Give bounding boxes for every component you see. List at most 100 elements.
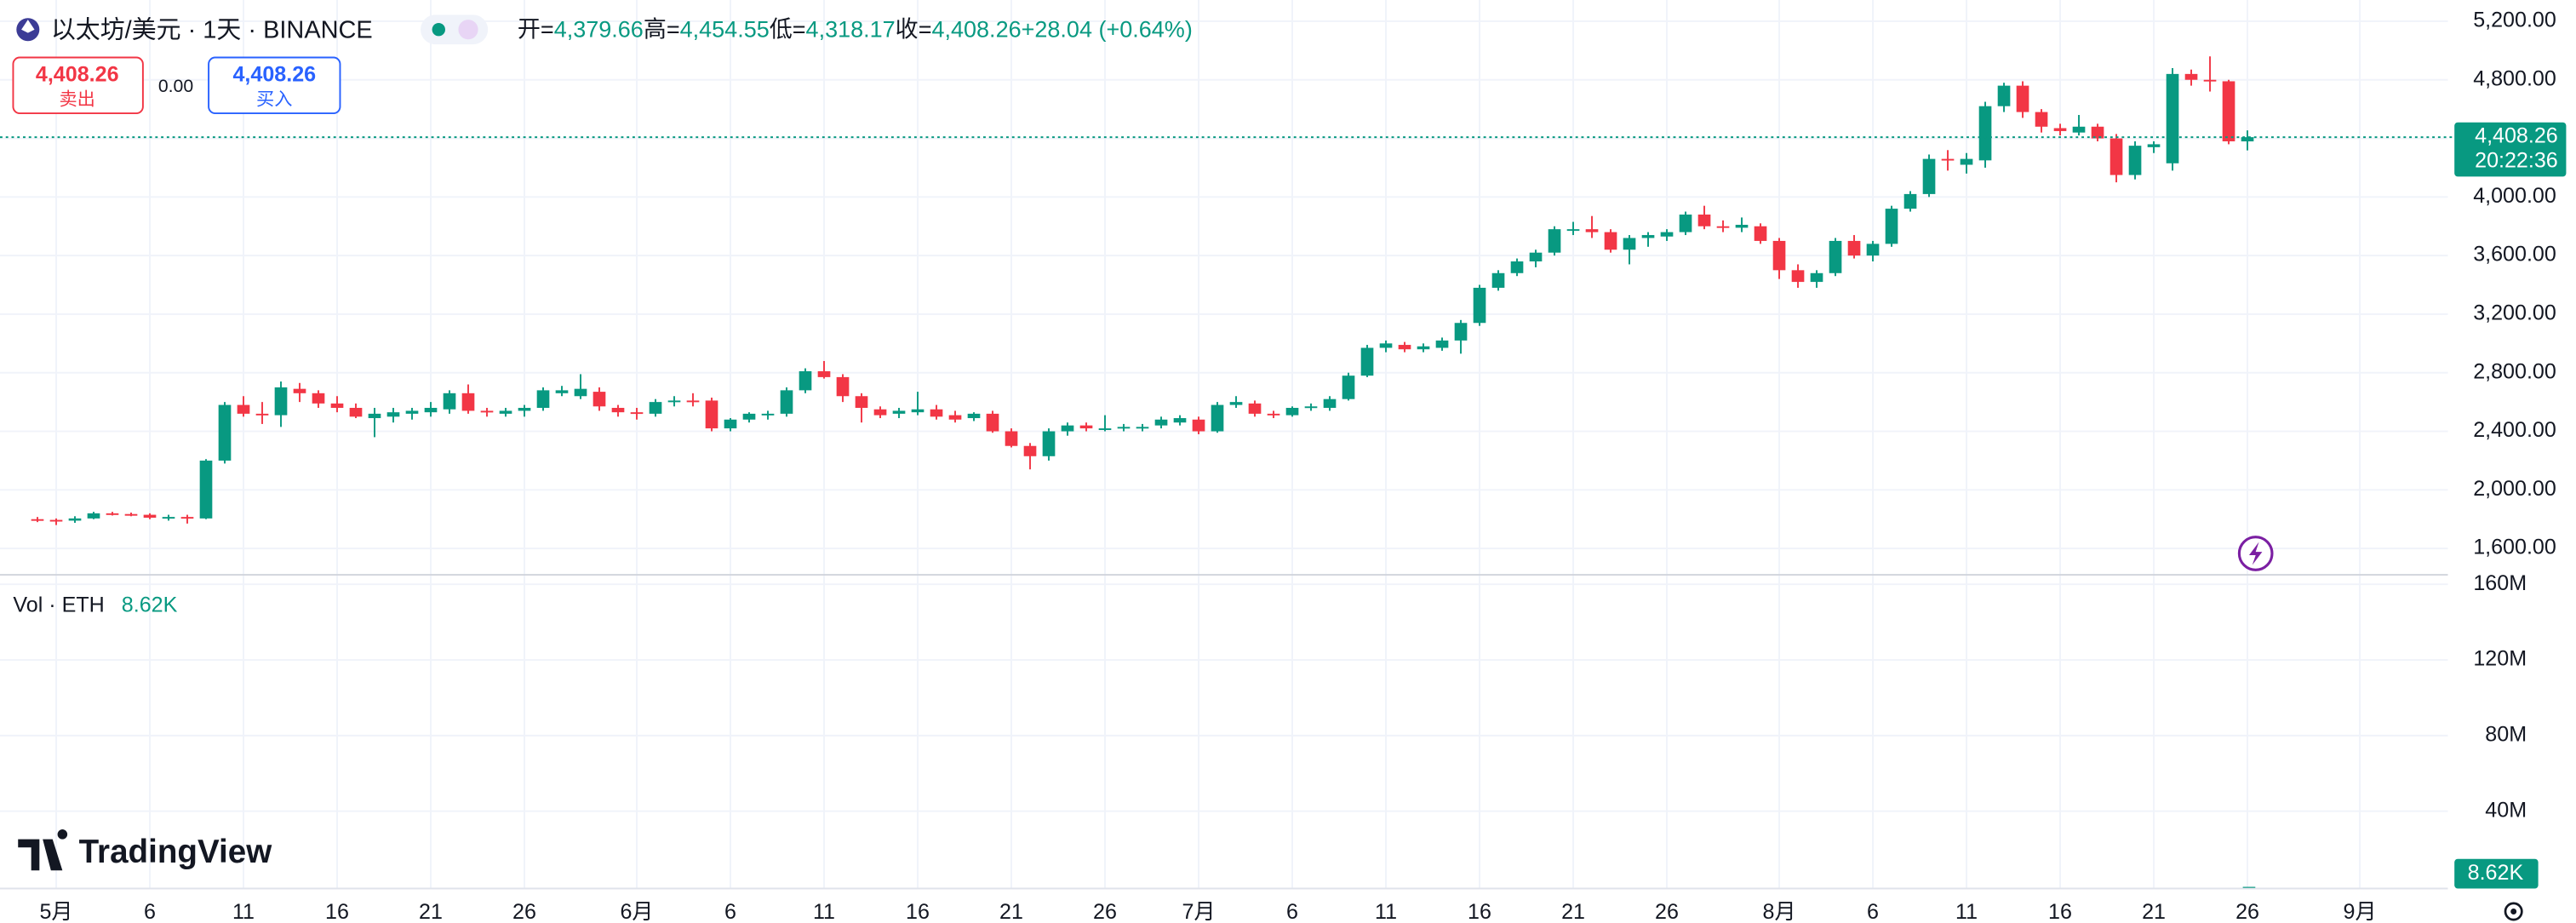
buy-button[interactable] (208, 56, 341, 115)
status-dot (432, 23, 445, 37)
candle-body (2184, 73, 2198, 80)
ohlc-value: 4,454.55 (680, 17, 770, 43)
x-tick-label: 7月 (1182, 900, 1215, 923)
candle-body (836, 376, 850, 397)
candle-body (218, 404, 232, 461)
candle-body (255, 413, 269, 416)
candle-body (1623, 238, 1636, 250)
candle-body (911, 409, 924, 413)
candle-body (1173, 418, 1187, 423)
settings-icon[interactable] (2504, 902, 2523, 921)
candle-body (180, 517, 194, 519)
y-tick-label: 1,600.00 (2473, 536, 2556, 559)
candle-body (2241, 137, 2254, 142)
spread: 0.00 (158, 77, 193, 96)
candle-body (1941, 158, 1955, 161)
brand-name: TradingView (79, 834, 273, 870)
candle-body (2222, 81, 2235, 141)
ohlc-legend: 开=4,379.66高=4,454.55低=4,318.17收=4,408.26… (518, 17, 1193, 43)
candle-body (68, 518, 82, 521)
candle-body (967, 413, 981, 419)
sell-label: 卖出 (59, 89, 94, 109)
candle-body (1304, 406, 1318, 409)
y-tick-label: 120M (2473, 647, 2527, 671)
ohlc-value: 4,408.26 (931, 17, 1021, 43)
x-tick-label: 26 (1093, 900, 1117, 923)
candle-body (817, 371, 831, 377)
candle-body (555, 390, 569, 393)
candle-body (855, 396, 868, 409)
candle-body (1042, 431, 1056, 456)
candle-body (1360, 347, 1374, 376)
candle-body (780, 390, 793, 414)
candle-body (1566, 229, 1580, 232)
sell-button[interactable] (12, 56, 144, 115)
y-tick-label: 4,000.00 (2473, 184, 2556, 208)
candle-body (742, 413, 756, 420)
candle-body (1098, 428, 1112, 431)
candle-body (386, 412, 400, 417)
x-tick-label: 16 (906, 900, 930, 923)
candle-body (31, 519, 44, 521)
buy-label: 买入 (256, 89, 292, 109)
candle-body (1323, 398, 1337, 409)
candle-body (686, 400, 700, 403)
x-tick-label: 6月 (620, 900, 653, 923)
y-tick-label: 3,600.00 (2473, 243, 2556, 267)
candle-body (630, 412, 644, 415)
x-tick-label: 21 (2142, 900, 2166, 923)
candle-body (124, 513, 138, 516)
x-tick-label: 6 (144, 900, 156, 923)
candle-body (1473, 287, 1486, 324)
candle-body (1398, 345, 1411, 350)
symbol-icon-glyph (21, 20, 35, 33)
candle-body (2128, 146, 2142, 175)
brand-logo (18, 829, 68, 871)
candle-body (761, 413, 775, 416)
candle-body (1585, 229, 1599, 232)
candle-body (1679, 214, 1692, 232)
candle-body (480, 410, 494, 413)
x-tick-label: 16 (325, 900, 349, 923)
candle-body (892, 410, 906, 414)
candle-body (986, 413, 999, 432)
candle-body (724, 419, 737, 429)
candle-body (1829, 240, 1842, 273)
countdown: 20:22:36 (2475, 149, 2558, 173)
candle-body (1716, 226, 1730, 228)
candle-body (237, 404, 250, 414)
candle-body (1960, 158, 1973, 165)
candle-body (2072, 126, 2086, 133)
candle-body (1548, 229, 1561, 253)
alert-icon-glyph (2248, 542, 2263, 565)
candle-body (2203, 79, 2217, 82)
candle-body (1660, 232, 1674, 237)
candle-body (705, 400, 718, 429)
ohlc-key: 开= (518, 17, 554, 43)
candle-body (293, 388, 306, 393)
candle-body (1285, 408, 1299, 416)
candle-body (1697, 214, 1711, 226)
candle-body (87, 513, 100, 519)
status-icon (458, 20, 478, 40)
candle-body (873, 409, 887, 416)
candle-body (1061, 425, 1074, 432)
x-tick-label: 21 (999, 900, 1023, 923)
ohlc-key: 高= (644, 17, 680, 43)
y-tick-label: 40M (2485, 798, 2527, 822)
candle-body (2166, 73, 2179, 163)
candle-body (1810, 272, 1823, 283)
volume-title: Vol · ETH (13, 593, 104, 616)
candle-body (667, 400, 681, 403)
candle-body (49, 519, 63, 522)
candle-body (1847, 240, 1861, 256)
candle-body (1023, 445, 1037, 456)
candle-body (1267, 413, 1280, 416)
candle-body (2053, 128, 2067, 131)
candle-body (274, 387, 288, 416)
candle-body (1791, 270, 1805, 283)
candle-body (405, 410, 419, 414)
candle-body (799, 371, 812, 391)
volume-last: 8.62K (122, 593, 178, 616)
candle-body (1735, 225, 1749, 228)
